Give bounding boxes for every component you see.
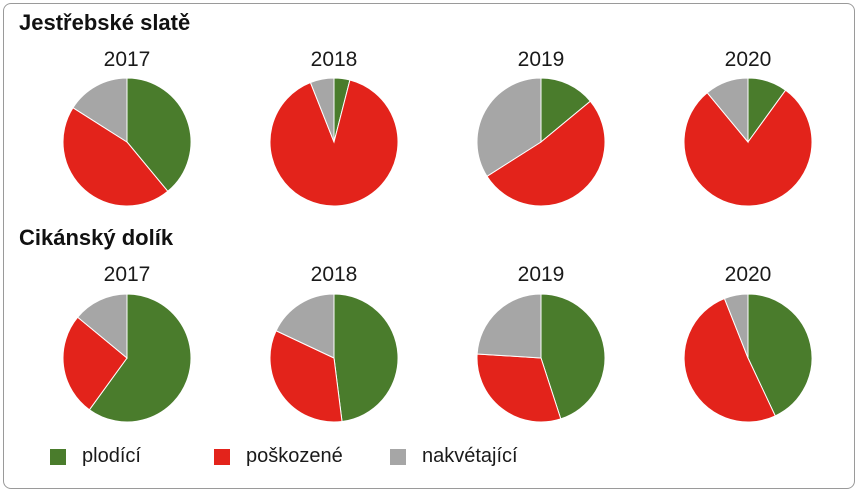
legend: plodící poškozené nakvétající (50, 445, 610, 469)
pie-slice-cikansky-dolik-2019-poskozene (476, 353, 562, 423)
pie-slice-jestrebske-slate-2019-plodici (540, 77, 592, 144)
pie-slice-cikansky-dolik-2017-nakvetajici (76, 293, 128, 360)
legend-swatch-plodici (50, 448, 66, 465)
pie-charts: 2017 2018 2019 2020 2017 2018 2019 2020 (62, 48, 813, 423)
legend-label-nakvetajici: nakvétající (422, 445, 518, 467)
pie-slice-jestrebske-slate-2019-nakvetajici (476, 77, 542, 177)
year-label-cikansky-dolik-2019: 2019 (518, 263, 565, 286)
pie-slice-cikansky-dolik-2020-plodici (747, 293, 813, 417)
year-label-jestrebske-slate-2018: 2018 (311, 48, 358, 71)
pie-slice-jestrebske-slate-2020-poskozene (683, 89, 813, 207)
legend-label-poskozene: poškozené (246, 445, 343, 467)
year-label-cikansky-dolik-2020: 2020 (725, 263, 772, 286)
pie-slice-cikansky-dolik-2020-poskozene (683, 297, 776, 423)
pie-slice-jestrebske-slate-2017-poskozene (62, 107, 169, 207)
year-label-cikansky-dolik-2017: 2017 (104, 263, 151, 286)
pie-slice-cikansky-dolik-2019-nakvetajici (476, 293, 542, 359)
group-title-jestrebske-slate: Jestřebské slatě (19, 10, 191, 35)
legend-item-poskozene: poškozené (214, 445, 343, 468)
legend-item-nakvetajici: nakvétající (390, 445, 518, 468)
pie-slice-cikansky-dolik-2018-nakvetajici (275, 293, 335, 359)
year-label-cikansky-dolik-2018: 2018 (311, 263, 358, 286)
pie-slice-jestrebske-slate-2018-poskozene (269, 79, 399, 207)
legend-swatch-nakvetajici (390, 448, 406, 465)
year-label-jestrebske-slate-2020: 2020 (725, 48, 772, 71)
pie-slice-cikansky-dolik-2018-plodici (333, 293, 399, 423)
pie-slice-jestrebske-slate-2020-nakvetajici (706, 77, 749, 144)
legend-label-plodici: plodící (82, 445, 141, 467)
pie-slice-jestrebske-slate-2018-nakvetajici (309, 77, 335, 143)
legend-item-plodici: plodící (50, 445, 141, 468)
pie-slice-cikansky-dolik-2020-nakvetajici (723, 293, 749, 359)
year-label-jestrebske-slate-2019: 2019 (518, 48, 565, 71)
pie-slice-jestrebske-slate-2019-poskozene (486, 100, 606, 207)
year-label-jestrebske-slate-2017: 2017 (104, 48, 151, 71)
pie-slice-cikansky-dolik-2017-plodici (88, 293, 192, 423)
pie-slice-jestrebske-slate-2017-plodici (126, 77, 192, 193)
legend-swatch-poskozene (214, 448, 230, 465)
pie-slice-jestrebske-slate-2017-nakvetajici (72, 77, 128, 143)
group-title-cikansky-dolik: Cikánský dolík (19, 225, 174, 250)
pie-slice-cikansky-dolik-2019-plodici (540, 293, 606, 420)
pie-slice-cikansky-dolik-2017-poskozene (62, 316, 128, 411)
